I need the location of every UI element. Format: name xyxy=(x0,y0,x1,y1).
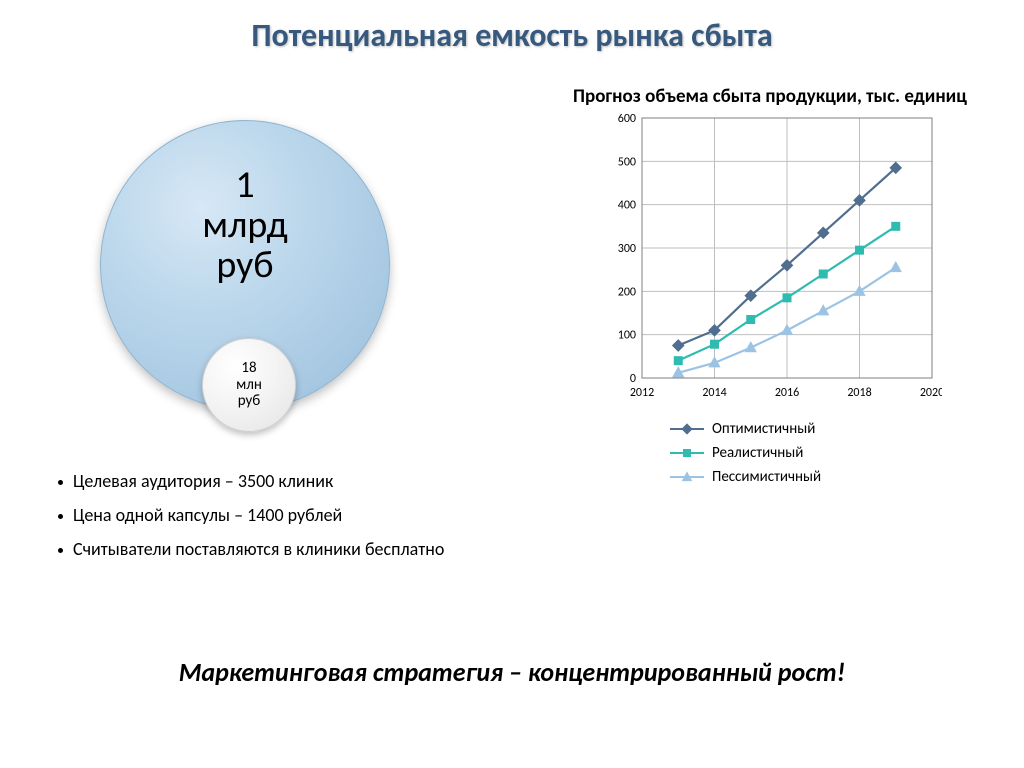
svg-text:500: 500 xyxy=(618,155,636,169)
legend-label: Оптимистичный xyxy=(712,420,815,438)
bullet-text: Цена одной капсулы – 1400 рублей xyxy=(73,504,342,526)
strategy-statement: Маркетинговая стратегия – концентрирован… xyxy=(0,656,1024,688)
bullet-item: Целевая аудитория – 3500 клиник xyxy=(58,470,444,492)
page-title: Потенциальная емкость рынка сбыта xyxy=(0,16,1024,55)
current-size-circle: 18 млн руб xyxy=(202,338,296,432)
legend-line-icon xyxy=(670,476,704,478)
svg-text:2012: 2012 xyxy=(630,386,654,400)
bullet-text: Считыватели поставляются в клиники беспл… xyxy=(73,538,444,560)
svg-text:100: 100 xyxy=(618,329,636,343)
bullet-dot-icon xyxy=(58,480,63,485)
legend-label: Пессимистичный xyxy=(712,468,821,486)
legend-line-icon xyxy=(670,452,704,454)
bullets-list: Целевая аудитория – 3500 клиник Цена одн… xyxy=(58,470,444,572)
current-size-unit-2: руб xyxy=(238,392,261,410)
legend-label: Реалистичный xyxy=(712,444,803,462)
svg-text:2020: 2020 xyxy=(920,386,942,400)
bullet-dot-icon xyxy=(58,548,63,553)
bullet-item: Считыватели поставляются в клиники беспл… xyxy=(58,538,444,560)
current-size-label: 18 млн руб xyxy=(236,360,262,410)
svg-text:0: 0 xyxy=(630,372,636,386)
svg-text:2014: 2014 xyxy=(702,386,726,400)
current-size-unit-1: млн xyxy=(236,376,262,394)
svg-text:200: 200 xyxy=(618,285,636,299)
chart-legend: Оптимистичный Реалистичный Пессимистичный xyxy=(670,420,970,486)
legend-item: Оптимистичный xyxy=(670,420,970,438)
svg-text:2018: 2018 xyxy=(847,386,871,400)
legend-line-icon xyxy=(670,428,704,430)
forecast-chart: Прогноз объема сбыта продукции, тыс. еди… xyxy=(570,85,970,492)
market-size-unit-2: руб xyxy=(216,242,273,288)
current-size-value: 18 xyxy=(241,359,256,377)
chart-title: Прогноз объема сбыта продукции, тыс. еди… xyxy=(570,85,970,108)
bullet-dot-icon xyxy=(58,514,63,519)
svg-text:300: 300 xyxy=(618,242,636,256)
bullet-text: Целевая аудитория – 3500 клиник xyxy=(73,470,333,492)
bullet-item: Цена одной капсулы – 1400 рублей xyxy=(58,504,444,526)
svg-text:400: 400 xyxy=(618,199,636,213)
market-size-label: 1 млрд руб xyxy=(202,166,287,286)
chart-plot-area: 0 100 200 300 400 500 600 2012 2014 2016 2018 2020 xyxy=(598,114,942,406)
legend-item: Реалистичный xyxy=(670,444,970,462)
legend-item: Пессимистичный xyxy=(670,468,970,486)
svg-text:2016: 2016 xyxy=(775,386,799,400)
svg-text:600: 600 xyxy=(618,114,636,126)
